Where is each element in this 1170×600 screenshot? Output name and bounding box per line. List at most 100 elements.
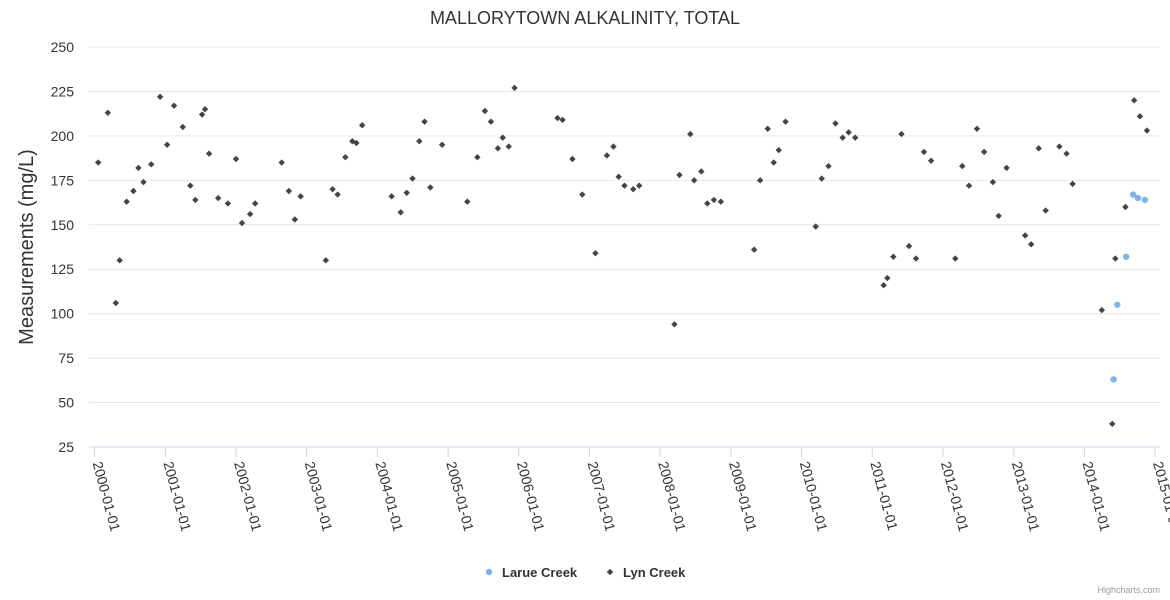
data-point[interactable] (905, 242, 913, 250)
data-point[interactable] (224, 200, 232, 207)
data-point[interactable] (179, 123, 186, 131)
data-point[interactable] (1063, 150, 1070, 157)
data-point[interactable] (403, 189, 410, 196)
data-point[interactable] (710, 196, 718, 204)
data-point[interactable] (192, 196, 199, 204)
data-point[interactable] (104, 109, 112, 116)
data-point[interactable] (1122, 203, 1129, 211)
data-point[interactable] (852, 134, 859, 141)
data-point[interactable] (438, 141, 446, 148)
data-point[interactable] (359, 122, 366, 129)
data-point[interactable] (884, 274, 891, 282)
data-point[interactable] (278, 159, 285, 166)
data-point[interactable] (980, 148, 988, 156)
data-point[interactable] (494, 145, 502, 152)
data-point[interactable] (1098, 306, 1106, 314)
data-point[interactable] (499, 134, 506, 141)
data-point[interactable] (1109, 420, 1116, 428)
data-point[interactable] (116, 257, 123, 264)
data-point[interactable] (198, 111, 206, 118)
data-point[interactable] (995, 212, 1002, 220)
data-point[interactable] (474, 154, 481, 161)
data-point[interactable] (123, 198, 130, 205)
data-point[interactable] (148, 161, 155, 168)
data-point[interactable] (750, 246, 758, 253)
data-point[interactable] (635, 182, 643, 189)
data-point[interactable] (156, 93, 164, 100)
data-point[interactable] (569, 155, 576, 163)
data-point[interactable] (756, 177, 764, 184)
data-point[interactable] (592, 250, 599, 257)
data-point[interactable] (690, 177, 698, 184)
data-point[interactable] (559, 116, 566, 124)
data-point[interactable] (610, 143, 617, 150)
data-point[interactable] (238, 219, 246, 227)
data-point[interactable] (1130, 97, 1138, 104)
data-point[interactable] (845, 129, 852, 136)
data-point[interactable] (342, 154, 349, 161)
data-point[interactable] (579, 191, 586, 198)
data-point[interactable] (839, 134, 846, 141)
data-point[interactable] (629, 186, 637, 193)
data-point[interactable] (1136, 113, 1144, 120)
data-point[interactable] (1035, 145, 1042, 152)
data-point[interactable] (464, 198, 471, 205)
data-point[interactable] (912, 255, 920, 262)
data-point[interactable] (291, 216, 299, 223)
data-point[interactable] (397, 209, 404, 216)
data-point[interactable] (671, 321, 678, 328)
data-point[interactable] (704, 200, 711, 207)
credits-link[interactable]: Highcharts.com (1097, 585, 1160, 595)
data-point[interactable] (812, 223, 819, 230)
data-point[interactable] (1141, 196, 1149, 204)
data-point[interactable] (920, 148, 928, 156)
data-point[interactable] (927, 157, 935, 164)
data-point[interactable] (1123, 253, 1130, 260)
data-point[interactable] (1110, 376, 1117, 383)
data-point[interactable] (1042, 207, 1049, 214)
data-point[interactable] (1112, 255, 1119, 262)
data-point[interactable] (214, 194, 222, 202)
data-point[interactable] (615, 173, 622, 180)
data-point[interactable] (965, 182, 973, 189)
data-point[interactable] (421, 118, 428, 125)
data-point[interactable] (676, 171, 683, 179)
data-point[interactable] (775, 146, 782, 154)
data-point[interactable] (112, 299, 119, 307)
data-point[interactable] (880, 282, 887, 289)
data-point[interactable] (140, 178, 147, 186)
data-point[interactable] (554, 114, 561, 122)
data-point[interactable] (334, 191, 341, 198)
data-point[interactable] (232, 155, 240, 163)
data-point[interactable] (898, 130, 905, 138)
legend-item-lyn-creek[interactable]: Lyn Creek (606, 565, 686, 580)
data-point[interactable] (1129, 191, 1137, 198)
data-point[interactable] (353, 139, 360, 147)
data-point[interactable] (989, 178, 997, 186)
data-point[interactable] (1134, 194, 1142, 202)
data-point[interactable] (329, 186, 336, 193)
data-point[interactable] (973, 125, 981, 132)
data-point[interactable] (135, 164, 142, 172)
data-point[interactable] (427, 184, 434, 191)
data-point[interactable] (246, 210, 254, 218)
data-point[interactable] (511, 84, 518, 92)
data-point[interactable] (201, 106, 209, 113)
data-point[interactable] (1021, 232, 1029, 239)
data-point[interactable] (416, 138, 423, 145)
data-point[interactable] (285, 187, 293, 195)
data-point[interactable] (481, 107, 489, 115)
data-point[interactable] (1056, 143, 1063, 150)
data-point[interactable] (825, 162, 832, 170)
data-point[interactable] (297, 193, 304, 200)
data-point[interactable] (698, 168, 705, 175)
data-point[interactable] (1143, 127, 1151, 134)
data-point[interactable] (388, 193, 395, 200)
data-point[interactable] (1003, 164, 1010, 172)
data-point[interactable] (890, 253, 897, 260)
data-point[interactable] (818, 175, 825, 182)
data-point[interactable] (621, 182, 628, 189)
data-point[interactable] (782, 118, 789, 125)
data-point[interactable] (832, 120, 839, 127)
data-point[interactable] (603, 152, 611, 159)
